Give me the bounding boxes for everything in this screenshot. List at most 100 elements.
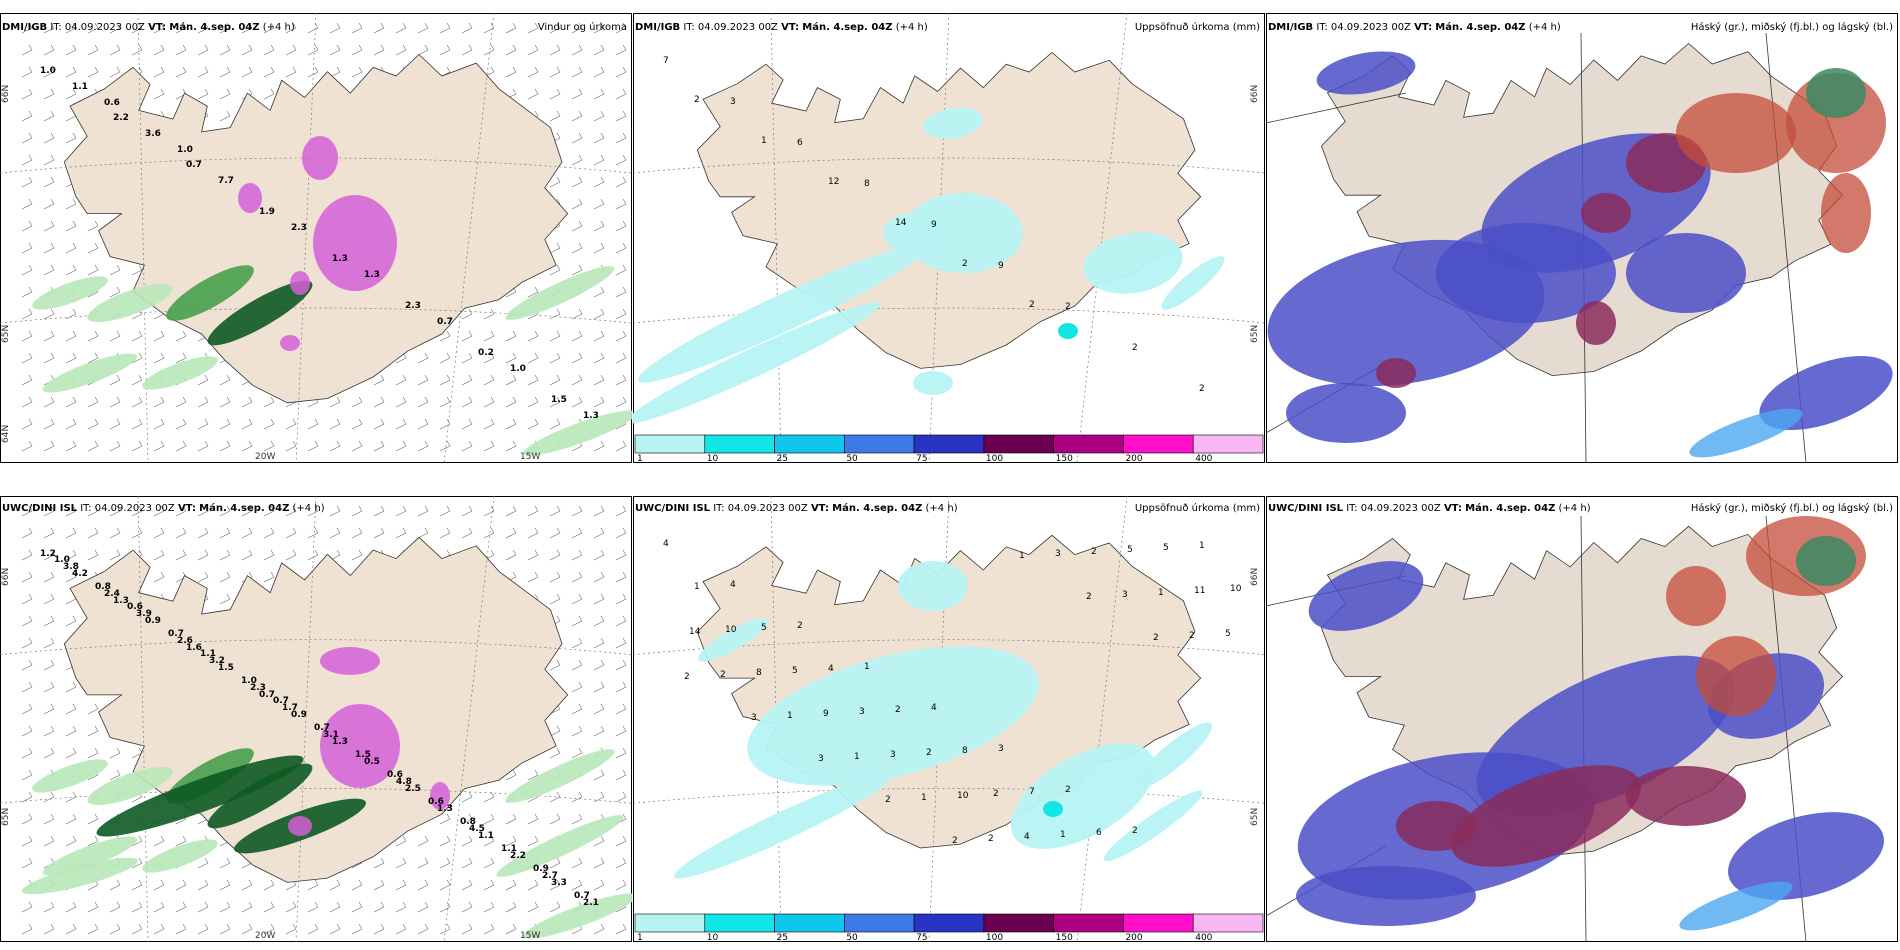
wind-barb	[329, 418, 341, 430]
wind-barb	[65, 132, 77, 144]
wind-barb	[219, 44, 231, 56]
wind-barb	[87, 44, 99, 56]
low-cloud-area	[1316, 51, 1416, 95]
wind-barb	[571, 659, 583, 671]
colorbar-tick-label: 400	[1195, 933, 1212, 942]
precip-amount-label: 2	[684, 672, 690, 682]
high-cloud-area	[1666, 566, 1726, 626]
wind-barb	[43, 549, 55, 561]
wind-barb	[219, 66, 231, 78]
wind-barb	[439, 835, 451, 847]
precip-amount-label: 4	[730, 580, 736, 590]
wind-barb	[615, 44, 627, 56]
wind-barb	[219, 901, 231, 913]
colorbar-swatch	[983, 434, 1054, 454]
field-title: Uppsöfnuð úrkoma (mm)	[1134, 22, 1260, 33]
high-cloud-area	[1676, 93, 1796, 173]
precip-value-label: 3.2	[209, 656, 225, 666]
wind-barb	[615, 286, 627, 298]
precip-value-label: 0.7	[259, 690, 275, 700]
wind-barb	[505, 22, 517, 34]
precip-value-label: 1.1	[72, 82, 88, 92]
wind-barb	[461, 901, 473, 913]
wind-barb	[65, 813, 77, 825]
wind-barb	[21, 352, 33, 364]
mid-cloud-area	[1581, 193, 1631, 233]
wind-barb	[439, 374, 451, 386]
wind-barb	[615, 791, 627, 803]
precip-value-label: 1.9	[259, 207, 275, 217]
precip-area-light	[633, 302, 881, 424]
wind-barb	[153, 571, 165, 583]
wind-barb	[549, 22, 561, 34]
wind-barb	[87, 813, 99, 825]
wind-barb	[615, 769, 627, 781]
precip-amount-label: 5	[1163, 543, 1169, 553]
wind-barb	[65, 330, 77, 342]
wind-barb	[329, 923, 341, 935]
precip-amount-label: 4	[1024, 832, 1030, 842]
wind-barb	[505, 418, 517, 430]
wind-barb	[175, 879, 187, 891]
wind-barb	[549, 593, 561, 605]
precip-value-label: 2.4	[104, 589, 120, 599]
wind-barb	[21, 440, 33, 452]
wind-barb	[153, 418, 165, 430]
precip-value-label: 0.7	[314, 723, 330, 733]
wind-barb	[527, 22, 539, 34]
panel-header: UWC/DINI ISL IT: 04.09.2023 00Z VT: Mán.…	[635, 503, 958, 514]
wind-barb	[65, 901, 77, 913]
precip-band-green	[523, 410, 632, 456]
precip-amount-label: 6	[797, 138, 803, 148]
wind-barb	[527, 418, 539, 430]
wind-barb	[65, 352, 77, 364]
precip-band-green	[42, 353, 138, 393]
low-cloud-area	[1436, 223, 1616, 323]
wind-barb	[527, 374, 539, 386]
wind-barb	[549, 879, 561, 891]
colorbar-tick-label: 100	[986, 454, 1003, 463]
mid-cloud-area	[1396, 801, 1476, 851]
wind-barb	[593, 396, 605, 408]
low-cloud-light-area	[1689, 408, 1803, 458]
map-panel-uwc-wind: 1.2 1.3 1.6 0.7 1.3 2.5 1.1 3.3 4.2 0.9 1.5 0.9 0.5 1…	[0, 496, 632, 942]
wind-barb	[307, 879, 319, 891]
precip-cell-magenta	[288, 816, 312, 836]
wind-barb	[65, 22, 77, 34]
precip-amount-label: 2	[694, 95, 700, 105]
wind-barb	[549, 396, 561, 408]
precip-amount-label: 1	[761, 136, 767, 146]
wind-barb	[197, 527, 209, 539]
precip-value-label: 0.7	[168, 629, 184, 639]
wind-barb	[571, 88, 583, 100]
wind-barb	[43, 88, 55, 100]
lat-label-65n: 65N	[1250, 808, 1260, 826]
lon-label-20w: 20W	[255, 931, 275, 941]
wind-barb	[153, 352, 165, 364]
precip-band-green	[87, 766, 173, 806]
wind-barb	[593, 286, 605, 298]
colorbar-swatch	[913, 913, 985, 933]
wind-barb	[65, 418, 77, 430]
wind-barb	[65, 615, 77, 627]
wind-barb	[351, 549, 363, 561]
wind-barb	[109, 44, 121, 56]
precip-value-label: 0.6	[127, 602, 143, 612]
precip-cell-magenta	[280, 335, 300, 351]
wind-barb	[21, 198, 33, 210]
wind-barb	[43, 923, 55, 935]
precip-value-label: 2.2	[113, 113, 129, 123]
precip-amount-label: 2	[1153, 633, 1159, 643]
precip-amount-label: 1	[864, 662, 870, 672]
wind-barb	[197, 88, 209, 100]
wind-barb	[87, 901, 99, 913]
precip-amount-label: 2	[993, 789, 999, 799]
precip-amount-label: 11	[1194, 586, 1205, 596]
precip-area-light	[1133, 722, 1213, 790]
wind-barb	[527, 527, 539, 539]
precip-value-label: 0.2	[478, 348, 494, 358]
wind-barb	[615, 549, 627, 561]
wind-barb	[615, 132, 627, 144]
low-cloud-area	[1308, 561, 1424, 631]
wind-barb	[285, 549, 297, 561]
